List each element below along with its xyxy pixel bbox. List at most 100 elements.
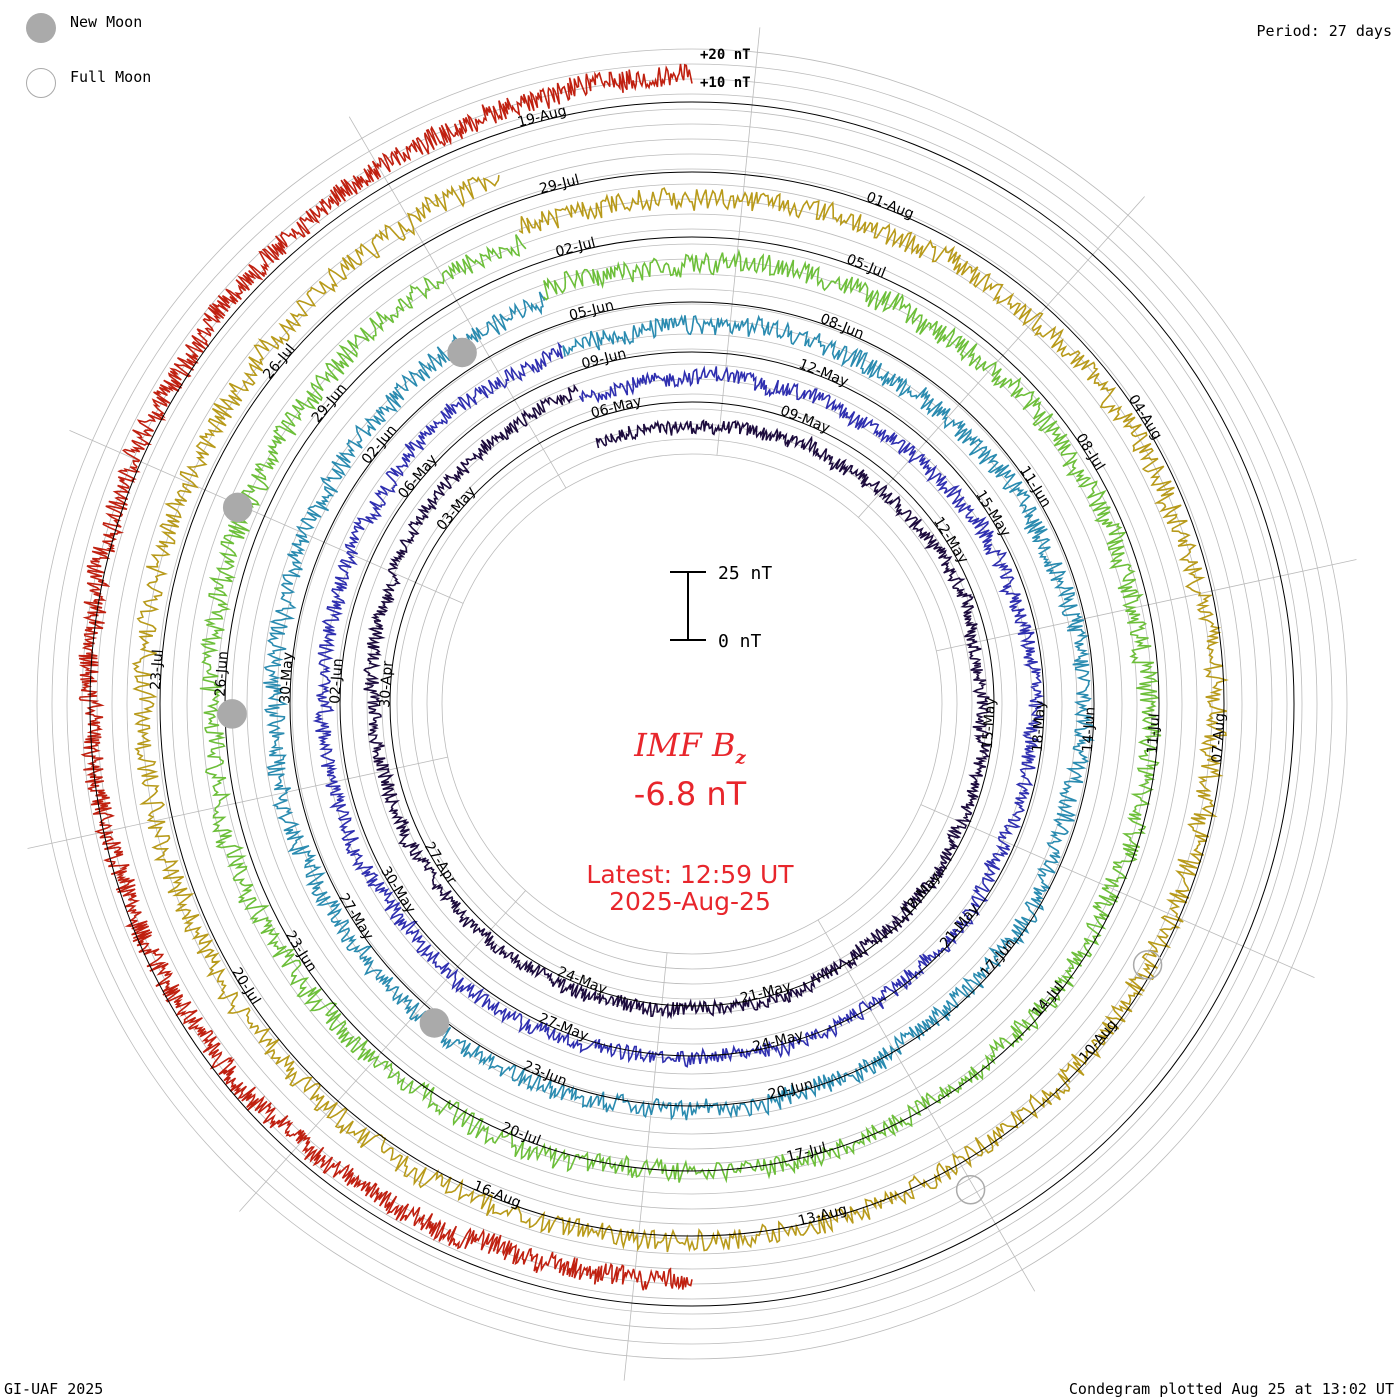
series-line — [78, 63, 693, 1291]
new-moon-marker — [419, 1008, 450, 1038]
grid-circle — [186, 198, 1198, 1210]
date-label: 04-Aug — [1125, 392, 1165, 443]
full-moon-icon — [26, 68, 56, 98]
scale-bar-top-label: 25 nT — [718, 563, 773, 584]
new-moon-icon — [26, 13, 56, 43]
date-label: 29-Jul — [538, 172, 581, 198]
zero-reference-circle — [89, 101, 1295, 1307]
radial-lines — [27, 27, 1357, 1381]
grid-circle — [66, 78, 1318, 1330]
date-label: 11-Jul — [1145, 713, 1164, 754]
date-label: 01-Aug — [864, 189, 916, 222]
date-label: 02-Jun — [327, 658, 346, 704]
series-line — [199, 234, 1162, 1184]
date-label: 06-May — [589, 393, 643, 421]
date-label: 17-Jun — [978, 936, 1019, 981]
plotted-label: Condegram plotted Aug 25 at 13:02 UT — [1068, 1380, 1394, 1398]
grid-circle — [81, 93, 1303, 1315]
date-label: 08-Jul — [1072, 431, 1107, 474]
radial-line — [27, 756, 448, 849]
series-line — [131, 174, 1229, 1253]
grid-circle — [441, 453, 943, 955]
grid-circle — [276, 288, 1108, 1120]
date-label: 14-Jun — [1080, 706, 1099, 752]
scale-plus20-label: +20 nT — [700, 47, 751, 63]
date-label: 12-May — [796, 356, 850, 390]
latest-date: 2025-Aug-25 — [609, 887, 771, 916]
grid-circle — [36, 48, 1348, 1360]
scale-bar — [670, 571, 706, 641]
series-line — [363, 383, 992, 1020]
radial-line — [623, 952, 668, 1381]
new-moon-marker — [222, 492, 253, 523]
grid-circle — [321, 333, 1063, 1075]
date-label: 30-May — [277, 652, 296, 705]
scale-plus10-label: +10 nT — [700, 75, 751, 91]
grid-circle — [291, 303, 1093, 1105]
period-label: Period: 27 days — [1256, 22, 1392, 40]
date-label: 15-May — [980, 697, 999, 750]
grid-circle — [351, 363, 1033, 1045]
zero-reference-circle — [289, 301, 1095, 1107]
date-label: 23-Jun — [282, 928, 320, 975]
parameter-title: IMF Bz — [0, 726, 1380, 768]
grid-circle — [216, 228, 1168, 1180]
full-moon-marker — [955, 1175, 986, 1205]
date-label: 14-Jul — [1029, 979, 1067, 1020]
date-label: 18-May — [1030, 700, 1049, 753]
date-label: 30-Apr — [377, 660, 396, 708]
date-label: 09-Jun — [580, 346, 628, 373]
grid-circles — [36, 48, 1348, 1360]
full-moon-marker — [1132, 950, 1163, 980]
grid-circle — [126, 138, 1258, 1270]
moon-markers — [217, 337, 1163, 1205]
grid-circle — [426, 438, 958, 970]
radial-line — [69, 429, 464, 604]
credit-label: GI-UAF 2025 — [4, 1380, 104, 1398]
date-label: 26-Jun — [213, 651, 232, 697]
date-label: 19-Aug — [516, 103, 568, 131]
grid-circle — [111, 123, 1273, 1285]
full-moon-label: Full Moon — [70, 68, 152, 86]
grid-circle — [141, 153, 1243, 1255]
radial-line — [936, 559, 1357, 652]
current-value: -6.8 nT — [633, 775, 747, 813]
new-moon-marker — [217, 699, 247, 729]
radial-line — [817, 919, 1036, 1292]
grid-circle — [156, 168, 1228, 1240]
series-line — [312, 341, 1045, 1068]
series-line — [263, 291, 1096, 1121]
radial-line — [348, 116, 567, 489]
grid-circle — [171, 183, 1213, 1225]
scale-bar-bottom-label: 0 nT — [718, 631, 762, 652]
date-label: 08-Jun — [818, 311, 866, 343]
grid-circle — [306, 318, 1078, 1090]
grid-circle — [411, 423, 973, 985]
date-label: 02-Jul — [554, 235, 597, 261]
parameter-subscript: z — [735, 747, 746, 769]
grid-circle — [366, 378, 1018, 1030]
parameter-name: IMF B — [634, 726, 736, 764]
new-moon-marker — [447, 337, 477, 368]
grid-circle — [96, 108, 1288, 1300]
grid-circle — [381, 393, 1003, 1015]
grid-circle — [336, 348, 1048, 1060]
data-rings — [78, 63, 1295, 1307]
latest-time: Latest: 12:59 UT — [586, 860, 794, 889]
zero-reference-circle — [389, 401, 995, 1007]
grid-circle — [51, 63, 1333, 1345]
date-label: 23-Jul — [148, 649, 167, 690]
radial-line — [716, 27, 761, 456]
radial-line — [920, 804, 1315, 979]
date-label: 21-May — [739, 979, 793, 1007]
date-label: 05-Jul — [844, 251, 888, 281]
date-label: 07-Aug — [1209, 712, 1228, 763]
date-label: 16-Aug — [471, 1178, 523, 1211]
new-moon-label: New Moon — [70, 13, 143, 31]
zero-reference-circle — [339, 351, 1045, 1057]
zero-reference-circle — [159, 171, 1225, 1237]
grid-circle — [201, 213, 1183, 1195]
radial-line — [858, 196, 1145, 518]
grid-circle — [261, 273, 1123, 1135]
